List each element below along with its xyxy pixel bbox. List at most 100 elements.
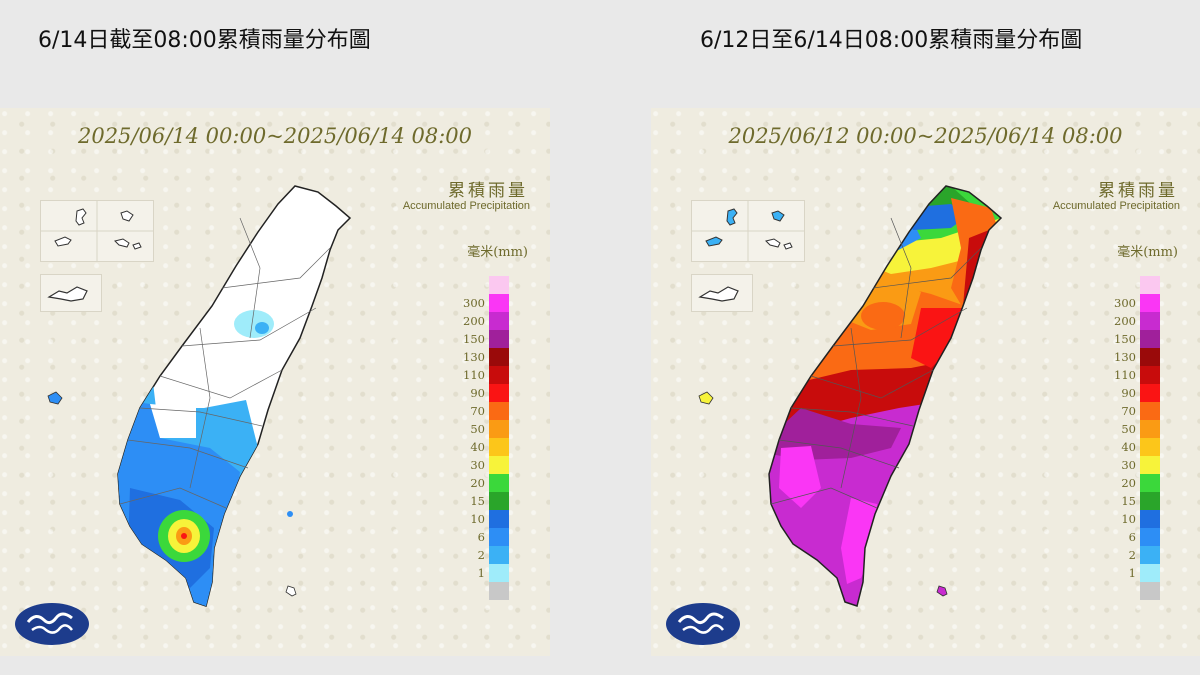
map-period: 2025/06/14 00:00~2025/06/14 08:00 [77, 124, 473, 148]
scale-swatch [489, 582, 509, 600]
scale-swatch [1140, 366, 1160, 384]
scale-label: 90 [470, 386, 485, 400]
scale-label: 200 [1114, 314, 1136, 328]
scale-label: 40 [1121, 440, 1136, 454]
scale-label: 20 [1121, 476, 1136, 490]
scale-row: 200 [447, 312, 509, 330]
scale-swatch [1140, 294, 1160, 312]
scale-swatch [489, 402, 509, 420]
scale-label: 50 [1121, 422, 1136, 436]
scale-row [1098, 276, 1160, 294]
scale-swatch [1140, 582, 1160, 600]
scale-swatch [1140, 420, 1160, 438]
scale-swatch [489, 546, 509, 564]
scale-row: 70 [1098, 402, 1160, 420]
scale-swatch [489, 564, 509, 582]
scale-row: 110 [447, 366, 509, 384]
scale-label: 130 [463, 350, 485, 364]
scale-swatch [489, 474, 509, 492]
scale-label: 70 [470, 404, 485, 418]
scale-swatch [489, 312, 509, 330]
right-map-heading: 6/12日至6/14日08:00累積雨量分布圖 [700, 28, 1083, 53]
scale-swatch [1140, 312, 1160, 330]
scale-label: 90 [1121, 386, 1136, 400]
scale-swatch [489, 276, 509, 294]
map-period: 2025/06/12 00:00~2025/06/14 08:00 [728, 124, 1123, 148]
scale-swatch [1140, 492, 1160, 510]
scale-label: 15 [470, 494, 485, 508]
scale-swatch [1140, 348, 1160, 366]
scale-row: 10 [447, 510, 509, 528]
scale-label: 110 [1114, 368, 1136, 382]
scale-row: 40 [1098, 438, 1160, 456]
scale-row: 90 [447, 384, 509, 402]
scale-swatch [489, 384, 509, 402]
legend-subtitle: Accumulated Precipitation [402, 200, 530, 212]
scale-swatch [1140, 438, 1160, 456]
scale-row: 10 [1098, 510, 1160, 528]
rainfall-map-panel-0612-0614: 2025/06/12 00:00~2025/06/14 08:00 [651, 108, 1200, 656]
scale-swatch [489, 456, 509, 474]
scale-row: 300 [447, 294, 509, 312]
scale-row: 70 [447, 402, 509, 420]
scale-swatch [1140, 564, 1160, 582]
scale-label: 40 [470, 440, 485, 454]
penghu-inset [691, 274, 753, 312]
legend-title: 累積雨量 [448, 181, 528, 201]
scale-swatch [489, 348, 509, 366]
scale-swatch [489, 366, 509, 384]
scale-label: 300 [463, 296, 485, 310]
scale-label: 15 [1121, 494, 1136, 508]
scale-row: 1 [447, 564, 509, 582]
scale-swatch [1140, 276, 1160, 294]
scale-row: 130 [447, 348, 509, 366]
scale-label: 6 [1128, 530, 1136, 544]
legend-title: 累積雨量 [1098, 181, 1178, 201]
taiwan-rainfall-map [47, 185, 352, 607]
scale-swatch [489, 492, 509, 510]
scale-swatch [1140, 474, 1160, 492]
scale-row [1098, 582, 1160, 600]
color-scale: 300 200 150 130 110 90 70 50 40 30 20 15 10 6 2 1 [447, 276, 509, 600]
taiwan-rainfall-map [698, 185, 1003, 607]
legend-subtitle: Accumulated Precipitation [1052, 200, 1180, 212]
scale-row: 110 [1098, 366, 1160, 384]
scale-row: 15 [447, 492, 509, 510]
scale-label: 30 [1121, 458, 1136, 472]
color-scale: 300 200 150 130 110 90 70 50 40 30 20 15 10 6 2 1 [1098, 276, 1160, 600]
scale-swatch [489, 510, 509, 528]
scale-label: 150 [463, 332, 485, 346]
scale-swatch [489, 294, 509, 312]
islands-inset [691, 200, 805, 262]
cwa-logo [665, 602, 741, 646]
islands-inset [40, 200, 154, 262]
scale-label: 1 [1128, 566, 1136, 580]
scale-swatch [489, 330, 509, 348]
scale-label: 2 [1128, 548, 1136, 562]
scale-row: 50 [1098, 420, 1160, 438]
penghu-inset [40, 274, 102, 312]
legend-unit: 毫米(mm) [1117, 245, 1178, 260]
scale-swatch [1140, 456, 1160, 474]
scale-label: 150 [1114, 332, 1136, 346]
legend-unit: 毫米(mm) [467, 245, 528, 260]
scale-swatch [489, 438, 509, 456]
scale-swatch [1140, 510, 1160, 528]
scale-row: 2 [447, 546, 509, 564]
scale-label: 110 [463, 368, 485, 382]
scale-label: 20 [470, 476, 485, 490]
scale-row: 15 [1098, 492, 1160, 510]
scale-row: 300 [1098, 294, 1160, 312]
scale-row: 6 [447, 528, 509, 546]
scale-label: 30 [470, 458, 485, 472]
left-map-heading: 6/14日截至08:00累積雨量分布圖 [38, 28, 371, 53]
scale-row: 6 [1098, 528, 1160, 546]
scale-label: 10 [470, 512, 485, 526]
scale-swatch [1140, 330, 1160, 348]
scale-row: 2 [1098, 546, 1160, 564]
scale-label: 6 [477, 530, 485, 544]
scale-row: 20 [1098, 474, 1160, 492]
scale-label: 130 [1114, 350, 1136, 364]
scale-label: 300 [1114, 296, 1136, 310]
scale-swatch [1140, 402, 1160, 420]
